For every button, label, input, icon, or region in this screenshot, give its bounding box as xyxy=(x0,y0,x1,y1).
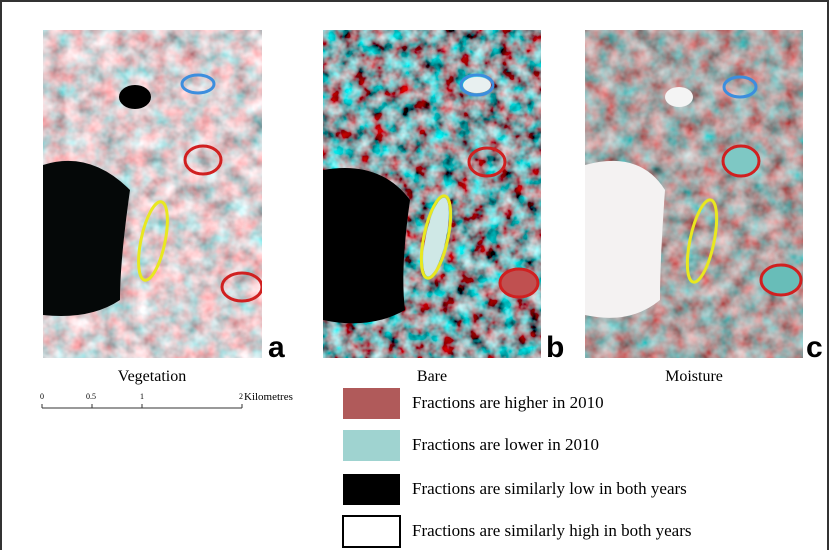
image-moisture xyxy=(585,30,803,358)
figure: a Vegetation b Bare c Moisture 0 0.5 1 2… xyxy=(0,0,829,550)
image-vegetation xyxy=(43,30,262,358)
legend-swatch xyxy=(343,474,400,505)
image-bare xyxy=(323,30,541,358)
legend-text: Fractions are lower in 2010 xyxy=(412,435,599,454)
panel-label: b xyxy=(546,331,564,364)
scale-tick: 0 xyxy=(40,392,44,401)
legend-swatch xyxy=(343,388,400,419)
panel-label: c xyxy=(806,331,823,364)
legend-text: Fractions are higher in 2010 xyxy=(412,393,604,412)
scale-tick: 0.5 xyxy=(86,392,96,401)
legend-swatch xyxy=(343,516,400,547)
legend-text: Fractions are similarly low in both year… xyxy=(412,479,687,498)
legend-swatch xyxy=(343,430,400,461)
scale-bar: 0 0.5 1 2 Kilometres xyxy=(40,391,293,408)
panel-caption: Vegetation xyxy=(118,368,186,385)
legend: Fractions are higher in 2010 Fractions ar… xyxy=(343,388,692,547)
scale-unit: Kilometres xyxy=(244,391,293,403)
scale-tick: 1 xyxy=(140,392,144,401)
panel-label: a xyxy=(268,331,285,364)
scale-tick: 2 xyxy=(239,392,243,401)
panel-caption: Bare xyxy=(417,368,447,385)
panel-caption: Moisture xyxy=(665,368,723,385)
legend-text: Fractions are similarly high in both yea… xyxy=(412,521,692,540)
